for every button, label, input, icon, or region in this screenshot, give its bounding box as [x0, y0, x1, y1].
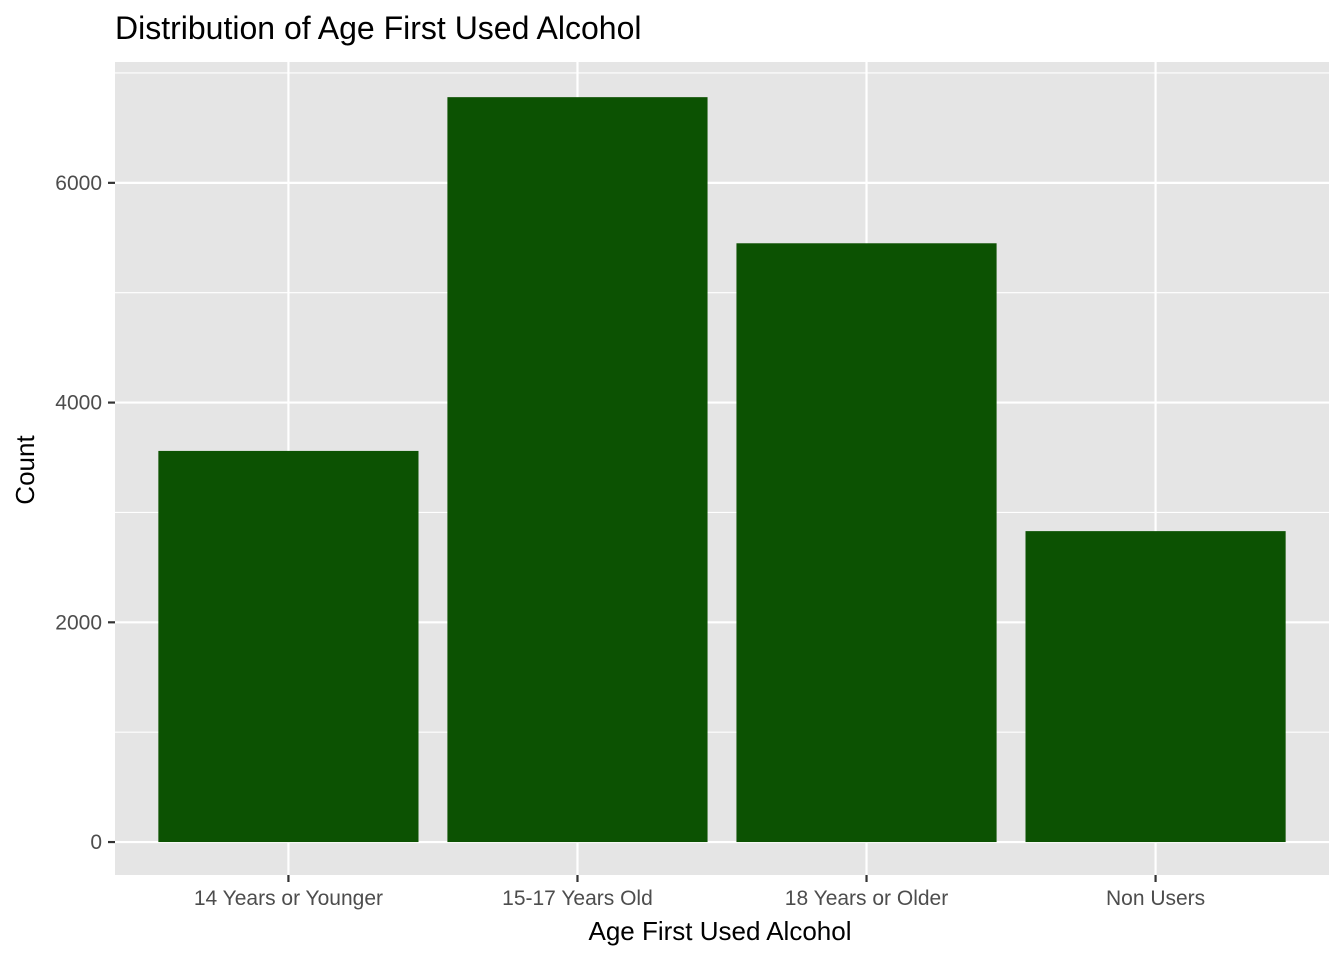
y-tick-label: 6000: [55, 172, 102, 195]
x-tick-label: 18 Years or Older: [785, 887, 948, 910]
y-tick-label: 4000: [55, 392, 102, 415]
bar: [736, 243, 997, 843]
bars: [158, 97, 1286, 843]
y-tick-label: 0: [90, 831, 102, 854]
x-tick-label: Non Users: [1106, 887, 1205, 910]
bar: [158, 450, 419, 843]
y-axis-title: Count: [10, 435, 40, 505]
y-axis: 0 2000 4000 6000: [55, 172, 115, 854]
x-axis: 14 Years or Younger 15-17 Years Old 18 Yea…: [194, 875, 1205, 910]
chart-title: Distribution of Age First Used Alcohol: [115, 10, 641, 46]
x-tick-label: 15-17 Years Old: [502, 887, 653, 910]
y-tick-label: 2000: [55, 611, 102, 634]
x-tick-label: 14 Years or Younger: [194, 887, 383, 910]
x-axis-title: Age First Used Alcohol: [588, 916, 851, 946]
bar: [447, 97, 708, 843]
bar: [1025, 531, 1286, 843]
